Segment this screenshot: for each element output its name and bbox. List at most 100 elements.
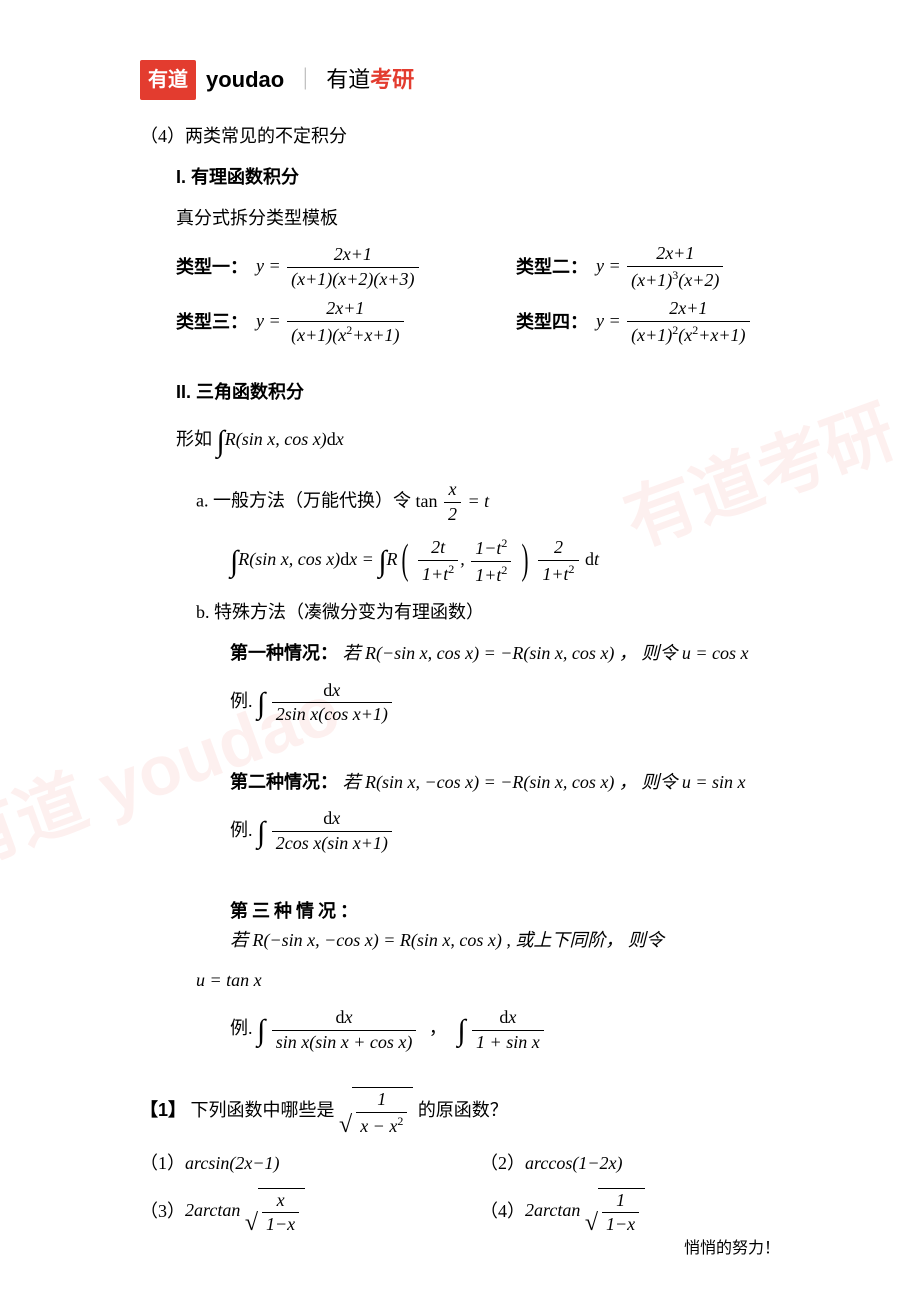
t3-den: (x+1)(x2+x+1) [287, 321, 403, 346]
tan-sub: tan x2 = t [416, 491, 490, 511]
part-ii-form: 形如 ∫R(sin x, cos x)dx [140, 418, 780, 466]
t4-den-b: (x [678, 325, 692, 345]
footer-text: 悄悄的努力！ [684, 1236, 780, 1262]
t4-den-c: +x+1) [698, 325, 745, 345]
type-4-formula: y = 2x+1 (x+1)2(x2+x+1) [596, 299, 752, 346]
type-2: 类型二： y = 2x+1 (x+1)3(x+2) [516, 244, 796, 291]
q1-label: 【1】 [140, 1100, 186, 1120]
case-1-cond: 若 R(−sin x, cos x) = −R(sin x, cos x) ， … [343, 643, 749, 663]
q1-opt-1: （1） arcsin(2x−1) [140, 1149, 340, 1178]
logo-right-black: 有道 [326, 67, 370, 92]
q1-o4-pre: 2arctan [525, 1199, 580, 1219]
ex3b-formula: ∫ dx1 + sin x [457, 1018, 545, 1038]
q1-options-row-1: （1） arcsin(2x−1) （2） arccos(1−2x) [140, 1149, 780, 1178]
case-3: 第三种情况： 若 R(−sin x, −cos x) = R(sin x, co… [140, 897, 780, 955]
sub-lhs: R(sin x, cos x) [238, 549, 340, 569]
case-3-u-expr: u = tan x [196, 970, 262, 990]
ex2n: dx [319, 809, 344, 831]
part-i-sub: 真分式拆分类型模板 [140, 204, 780, 233]
case-3-cond: 若 R(−sin x, −cos x) = R(sin x, cos x) , … [230, 930, 664, 950]
question-1: 【1】 下列函数中哪些是 √ 1 x − x2 的原函数？ [140, 1087, 780, 1137]
f2d: 1+t2 [471, 561, 511, 586]
ex3bd: 1 + sin x [472, 1030, 544, 1053]
ex1d: 2sin x(cos x+1) [272, 702, 392, 725]
case-2-label: 第二种情况： [230, 772, 338, 792]
o4d: 1−x [602, 1212, 639, 1235]
q1-o4-num: （4） [480, 1197, 525, 1226]
brand-logo: 有道 youdao ｜ 有道考研 [140, 60, 780, 100]
q1-o2: arccos(1−2x) [525, 1149, 622, 1178]
content: （4）两类常见的不定积分 I. 有理函数积分 真分式拆分类型模板 类型一： y … [140, 122, 780, 1235]
case-2: 第二种情况： 若 R(sin x, −cos x) = −R(sin x, co… [140, 768, 780, 797]
section-4-num: （4） [140, 126, 185, 146]
example-2: 例. ∫ dx2cos x(sin x+1) [140, 809, 780, 857]
t1-den: (x+1)(x+2)(x+3) [287, 267, 418, 290]
type-2-formula: y = 2x+1 (x+1)3(x+2) [596, 244, 725, 291]
type-3-label: 类型三： [176, 308, 248, 337]
weierstrass-sub: ∫R(sin x, cos x)dx = ∫R( 2t1+t2, 1−t21+t… [140, 537, 780, 586]
case-3-label: 第三种情况： [230, 901, 362, 921]
type-row-1: 类型一： y = 2x+1(x+1)(x+2)(x+3) 类型二： y = 2x… [176, 244, 780, 291]
type-1-formula: y = 2x+1(x+1)(x+2)(x+3) [256, 245, 421, 290]
q1-opt-4: （4） 2arctan √ 11−x [480, 1188, 680, 1236]
ex2-formula: ∫ dx2cos x(sin x+1) [257, 820, 394, 840]
eq-t: = t [468, 491, 490, 511]
example-1: 例. ∫ dx2sin x(cos x+1) [140, 680, 780, 728]
method-a-label: a. 一般方法（万能代换）令 [196, 491, 416, 511]
q1-options-row-2: （3） 2arctan √ x1−x （4） 2arctan √ 11−x [140, 1188, 780, 1236]
t4-num: 2x+1 [665, 299, 711, 321]
ex3bn: dx [495, 1008, 520, 1030]
form-integral: ∫R(sin x, cos x)dx [217, 429, 344, 449]
t3-num: 2x+1 [322, 299, 368, 321]
logo-divider: ｜ [294, 62, 316, 97]
o3n: x [273, 1191, 289, 1213]
logo-red: 有道 [140, 60, 196, 100]
t2-den: (x+1)3(x+2) [627, 266, 723, 291]
f3d: 1+t2 [538, 560, 578, 585]
ex-label-3: 例. [230, 1018, 253, 1038]
f1d: 1+t2 [418, 560, 458, 585]
t1-num: 2x+1 [330, 245, 376, 267]
part-i-heading: I. 有理函数积分 [140, 163, 780, 192]
section-4-title: 两类常见的不定积分 [185, 126, 347, 146]
type-2-label: 类型二： [516, 253, 588, 282]
q1-o2-num: （2） [480, 1149, 525, 1178]
t2-den-a: (x+1) [631, 270, 672, 290]
t4-den-a: (x+1) [631, 325, 672, 345]
t4-den: (x+1)2(x2+x+1) [627, 321, 749, 346]
ex3an: dx [332, 1008, 357, 1030]
type-row-2: 类型三： y = 2x+1 (x+1)(x2+x+1) 类型四： y = 2x+… [176, 299, 780, 346]
q1-sqd: x − x2 [356, 1112, 407, 1137]
type-3: 类型三： y = 2x+1 (x+1)(x2+x+1) [176, 299, 456, 346]
t3-den-b: +x+1) [352, 325, 399, 345]
type-1-label: 类型一： [176, 253, 248, 282]
ex3ad: sin x(sin x + cos x) [272, 1030, 417, 1053]
f3d-t: 1+t [542, 564, 568, 584]
f1d-t: 1+t [422, 564, 448, 584]
f2n-t: 1−t [475, 538, 501, 558]
method-b-label: b. 特殊方法（凑微分变为有理函数） [140, 598, 780, 627]
q1-o1-num: （1） [140, 1149, 185, 1178]
ex1-formula: ∫ dx2sin x(cos x+1) [257, 691, 394, 711]
q1-sqn: 1 [373, 1090, 390, 1112]
q1-o4: 2arctan √ 11−x [525, 1188, 645, 1236]
ex-label-2: 例. [230, 820, 253, 840]
R-expr: R(sin x, cos x) [225, 429, 327, 449]
part-ii-heading: II. 三角函数积分 [140, 378, 780, 407]
type-4: 类型四： y = 2x+1 (x+1)2(x2+x+1) [516, 299, 796, 346]
ex2d: 2cos x(sin x+1) [272, 831, 392, 854]
case-3-u: u = tan x [140, 966, 780, 995]
ex3a-formula: ∫ dxsin x(sin x + cos x) [257, 1018, 423, 1038]
tan-den: 2 [444, 502, 461, 525]
q1-o3-pre: 2arctan [185, 1199, 240, 1219]
type-4-label: 类型四： [516, 308, 588, 337]
q1-o3-num: （3） [140, 1197, 185, 1226]
case-1: 第一种情况： 若 R(−sin x, cos x) = −R(sin x, co… [140, 639, 780, 668]
type-1: 类型一： y = 2x+1(x+1)(x+2)(x+3) [176, 245, 456, 290]
o4n: 1 [612, 1191, 629, 1213]
case-1-label: 第一种情况： [230, 643, 338, 663]
ex1n: dx [319, 681, 344, 703]
t2-den-b: (x+2) [678, 270, 719, 290]
q1-text-b: 的原函数？ [418, 1100, 508, 1120]
method-a: a. 一般方法（万能代换）令 tan x2 = t [140, 480, 780, 525]
